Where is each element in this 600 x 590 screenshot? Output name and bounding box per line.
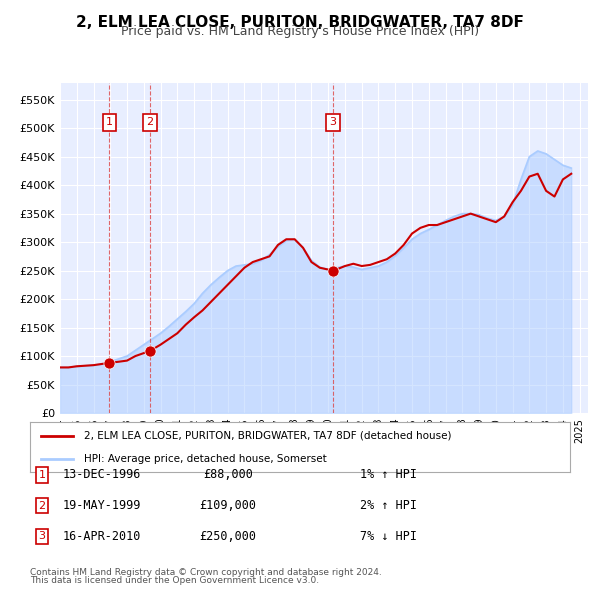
Text: Price paid vs. HM Land Registry's House Price Index (HPI): Price paid vs. HM Land Registry's House … [121,25,479,38]
Text: £250,000: £250,000 [199,530,257,543]
Text: 16-APR-2010: 16-APR-2010 [63,530,141,543]
Text: 7% ↓ HPI: 7% ↓ HPI [360,530,417,543]
Text: 1: 1 [106,117,113,127]
Text: 19-MAY-1999: 19-MAY-1999 [63,499,141,512]
Text: 3: 3 [329,117,337,127]
Text: 2: 2 [38,501,46,510]
Text: 2, ELM LEA CLOSE, PURITON, BRIDGWATER, TA7 8DF: 2, ELM LEA CLOSE, PURITON, BRIDGWATER, T… [76,15,524,30]
Text: This data is licensed under the Open Government Licence v3.0.: This data is licensed under the Open Gov… [30,576,319,585]
Text: £88,000: £88,000 [203,468,253,481]
Text: 2% ↑ HPI: 2% ↑ HPI [360,499,417,512]
Text: 1% ↑ HPI: 1% ↑ HPI [360,468,417,481]
Text: Contains HM Land Registry data © Crown copyright and database right 2024.: Contains HM Land Registry data © Crown c… [30,568,382,577]
Text: £109,000: £109,000 [199,499,257,512]
Text: 3: 3 [38,532,46,541]
Text: 1: 1 [38,470,46,480]
Text: 13-DEC-1996: 13-DEC-1996 [63,468,141,481]
Text: 2, ELM LEA CLOSE, PURITON, BRIDGWATER, TA7 8DF (detached house): 2, ELM LEA CLOSE, PURITON, BRIDGWATER, T… [84,431,452,441]
Text: 2: 2 [146,117,154,127]
Text: HPI: Average price, detached house, Somerset: HPI: Average price, detached house, Some… [84,454,327,464]
